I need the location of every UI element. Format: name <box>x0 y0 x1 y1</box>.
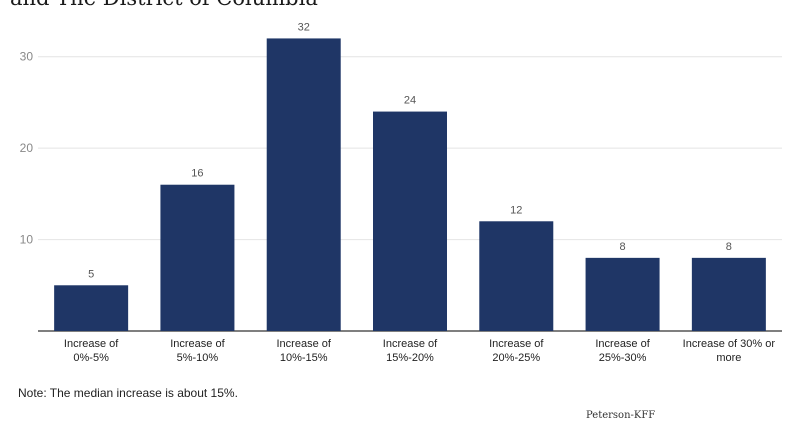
bar-value-label: 5 <box>88 268 94 280</box>
y-tick-label: 10 <box>20 233 34 247</box>
source-credit: Peterson-KFF <box>586 410 656 421</box>
chart-title: and The District of Columbia <box>10 0 318 10</box>
bar <box>585 257 660 331</box>
bar <box>373 111 447 331</box>
bar <box>54 285 129 331</box>
y-tick-label: 20 <box>20 141 34 155</box>
bar <box>691 257 766 331</box>
bar <box>160 184 235 331</box>
x-tick-label: 10%-15% <box>280 352 328 364</box>
y-tick-label: 30 <box>20 50 34 64</box>
x-tick-label: 25%-30% <box>599 352 647 364</box>
bar-value-label: 16 <box>191 168 203 180</box>
bar <box>479 221 554 331</box>
y-axis-ticks: 10 20 30 <box>20 50 34 247</box>
x-tick-label: Increase of <box>383 338 438 350</box>
x-tick-label: Increase of <box>489 338 544 350</box>
bar-value-label: 24 <box>404 95 416 107</box>
chart-note: Note: The median increase is about 15%. <box>18 386 238 400</box>
bar <box>266 38 341 332</box>
x-tick-label: Increase of <box>595 338 650 350</box>
bar-value-label: 12 <box>510 204 522 216</box>
bar-value-label: 8 <box>620 241 626 253</box>
x-tick-label: more <box>716 352 741 364</box>
x-tick-label: 5%-10% <box>177 352 219 364</box>
x-tick-label: Increase of <box>170 338 225 350</box>
x-axis-labels: Increase of 0%-5% Increase of 5%-10% Increas… <box>64 338 775 364</box>
bars <box>54 38 766 332</box>
value-labels: 5 16 32 24 12 8 8 <box>88 21 732 280</box>
x-tick-label: 20%-25% <box>492 352 540 364</box>
x-tick-label: 15%-20% <box>386 352 434 364</box>
x-tick-label: Increase of <box>277 338 332 350</box>
x-tick-label: 0%-5% <box>73 352 109 364</box>
x-tick-label: Increase of 30% or <box>683 338 776 350</box>
bar-value-label: 32 <box>298 21 310 33</box>
bar-value-label: 8 <box>726 241 732 253</box>
x-tick-label: Increase of <box>64 338 119 350</box>
